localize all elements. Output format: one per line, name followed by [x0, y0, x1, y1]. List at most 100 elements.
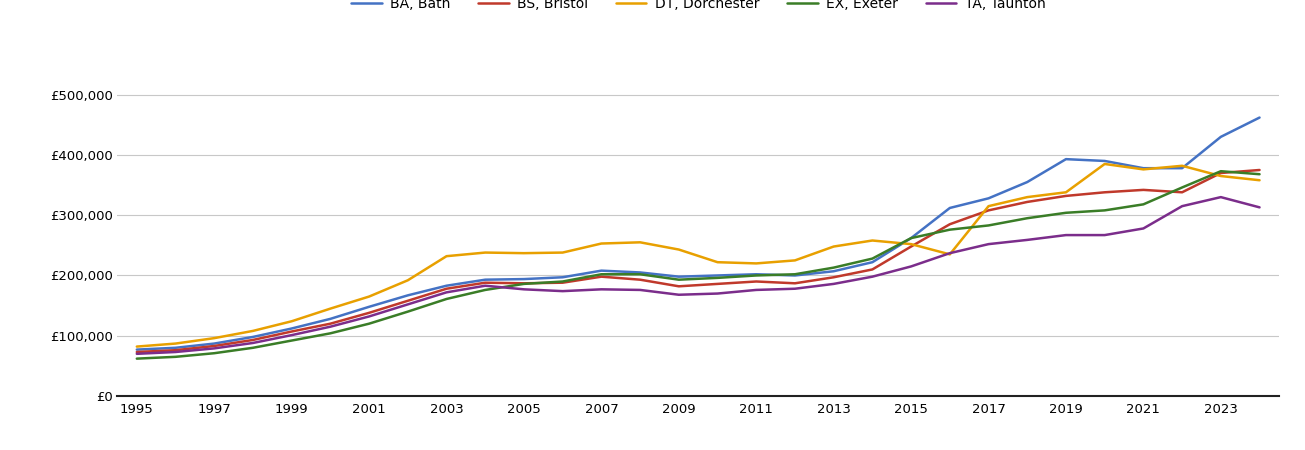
TA, Taunton — [1096, 232, 1112, 238]
BS, Bristol — [903, 244, 919, 249]
BS, Bristol — [594, 274, 609, 279]
DT, Dorchester — [245, 328, 261, 333]
BA, Bath — [517, 276, 532, 282]
TA, Taunton — [283, 333, 299, 338]
TA, Taunton — [710, 291, 726, 296]
DT, Dorchester — [787, 258, 803, 263]
EX, Exeter — [594, 271, 609, 277]
BS, Bristol — [245, 337, 261, 342]
DT, Dorchester — [1019, 194, 1035, 200]
TA, Taunton — [1058, 232, 1074, 238]
BA, Bath — [361, 304, 377, 310]
EX, Exeter — [903, 235, 919, 241]
BA, Bath — [671, 274, 686, 279]
BA, Bath — [555, 274, 570, 280]
BA, Bath — [787, 273, 803, 278]
Line: BA, Bath: BA, Bath — [137, 117, 1259, 350]
BA, Bath — [1096, 158, 1112, 164]
TA, Taunton — [1174, 203, 1190, 209]
DT, Dorchester — [826, 244, 842, 249]
BS, Bristol — [322, 321, 338, 326]
DT, Dorchester — [283, 319, 299, 324]
EX, Exeter — [1135, 202, 1151, 207]
BA, Bath — [1212, 134, 1228, 140]
BS, Bristol — [1212, 170, 1228, 176]
TA, Taunton — [826, 281, 842, 287]
BS, Bristol — [1135, 187, 1151, 193]
BA, Bath — [168, 345, 184, 351]
DT, Dorchester — [1096, 161, 1112, 166]
EX, Exeter — [1251, 171, 1267, 177]
TA, Taunton — [787, 286, 803, 292]
TA, Taunton — [594, 287, 609, 292]
TA, Taunton — [478, 283, 493, 288]
BS, Bristol — [671, 284, 686, 289]
TA, Taunton — [245, 340, 261, 346]
EX, Exeter — [748, 273, 763, 278]
EX, Exeter — [361, 321, 377, 326]
BS, Bristol — [517, 281, 532, 286]
Legend: BA, Bath, BS, Bristol, DT, Dorchester, EX, Exeter, TA, Taunton: BA, Bath, BS, Bristol, DT, Dorchester, E… — [346, 0, 1051, 16]
BA, Bath — [594, 268, 609, 273]
EX, Exeter — [478, 287, 493, 292]
TA, Taunton — [942, 251, 958, 256]
DT, Dorchester — [1212, 173, 1228, 179]
EX, Exeter — [438, 296, 454, 302]
DT, Dorchester — [399, 278, 415, 283]
TA, Taunton — [1135, 226, 1151, 231]
TA, Taunton — [322, 324, 338, 329]
BS, Bristol — [942, 221, 958, 227]
BA, Bath — [206, 341, 222, 346]
BA, Bath — [1058, 157, 1074, 162]
BA, Bath — [710, 273, 726, 278]
DT, Dorchester — [438, 253, 454, 259]
BS, Bristol — [865, 267, 881, 272]
EX, Exeter — [942, 227, 958, 232]
TA, Taunton — [865, 274, 881, 279]
DT, Dorchester — [981, 203, 997, 209]
EX, Exeter — [1096, 208, 1112, 213]
BA, Bath — [399, 292, 415, 298]
BS, Bristol — [748, 279, 763, 284]
BA, Bath — [865, 260, 881, 265]
BA, Bath — [826, 269, 842, 274]
BS, Bristol — [283, 329, 299, 334]
DT, Dorchester — [1251, 178, 1267, 183]
TA, Taunton — [129, 351, 145, 356]
EX, Exeter — [555, 279, 570, 284]
BS, Bristol — [399, 298, 415, 303]
BA, Bath — [283, 326, 299, 331]
DT, Dorchester — [168, 341, 184, 346]
BS, Bristol — [1058, 193, 1074, 198]
DT, Dorchester — [206, 335, 222, 341]
DT, Dorchester — [594, 241, 609, 246]
BA, Bath — [903, 235, 919, 241]
EX, Exeter — [322, 331, 338, 336]
TA, Taunton — [1212, 194, 1228, 200]
TA, Taunton — [517, 287, 532, 292]
BA, Bath — [981, 196, 997, 201]
DT, Dorchester — [478, 250, 493, 255]
BA, Bath — [632, 270, 647, 275]
DT, Dorchester — [555, 250, 570, 255]
BS, Bristol — [710, 281, 726, 287]
EX, Exeter — [787, 271, 803, 277]
BA, Bath — [438, 283, 454, 288]
DT, Dorchester — [903, 241, 919, 247]
EX, Exeter — [245, 345, 261, 351]
TA, Taunton — [1019, 237, 1035, 243]
DT, Dorchester — [129, 344, 145, 349]
EX, Exeter — [206, 351, 222, 356]
EX, Exeter — [1212, 168, 1228, 174]
TA, Taunton — [555, 288, 570, 294]
EX, Exeter — [981, 223, 997, 228]
BA, Bath — [1174, 166, 1190, 171]
BS, Bristol — [1096, 189, 1112, 195]
BS, Bristol — [1174, 189, 1190, 195]
DT, Dorchester — [1174, 163, 1190, 168]
DT, Dorchester — [942, 252, 958, 257]
EX, Exeter — [1058, 210, 1074, 216]
BS, Bristol — [129, 349, 145, 355]
BA, Bath — [478, 277, 493, 283]
BA, Bath — [748, 271, 763, 277]
